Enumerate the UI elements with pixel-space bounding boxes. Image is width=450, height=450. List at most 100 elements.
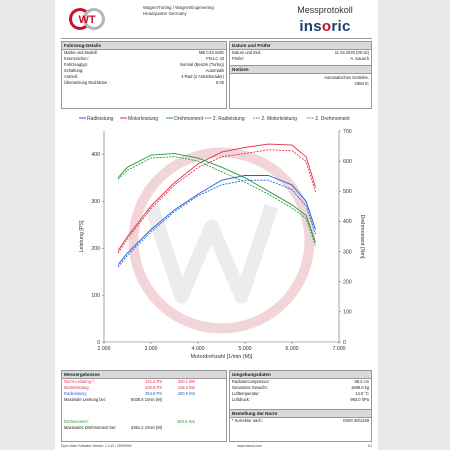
torque-result-v2 [162,425,195,431]
vehicle-details-rows: Marke und Modell: MB C43 AMG Kennzeichen: F… [62,50,226,87]
vehicle-detail-label: Fahrzeugtyp: [64,62,88,68]
test-details-title: Datum und Prüfer [230,42,371,50]
environment-value: 14.0 °C [355,391,369,397]
torque-result-row: Maximales Drehmoment bei: 3351.2 1/min (M… [62,425,226,431]
result-row: Maximale Leistung bei: 5035.5 1/min (M) [62,397,226,403]
norm-title: Bestellung der Norm [230,409,371,419]
x-axis-label: Motordrehzahl [1/min (M)] [191,354,253,360]
vehicle-detail-label: Schaltung: [64,68,84,74]
x-tick-label: 3.000 [145,346,158,352]
environment-title: Umgebungsdaten [230,371,371,379]
y-right-tick-label: 200 [343,280,352,286]
series-line [117,175,316,265]
brand-part-1: ins [299,18,322,35]
legend-label: 2. Radleistung [213,116,245,122]
header-line-1: WagnerTuning / WagnerEngineering [143,5,214,10]
x-tick-label: 6.000 [286,346,299,352]
header-title-block: Messprotokoll insoric [285,5,365,35]
result-v2: 318.3 kW [177,385,195,391]
vehicle-detail-value: Automatik [205,68,224,74]
torque-result-v2: 604.5 Nm [177,419,195,425]
y-right-tick-label: 600 [343,159,352,165]
legend-label: 2. Motorleistung [261,116,297,122]
result-k: Motorleistung: [64,385,90,391]
y-right-tick-label: 400 [343,219,352,225]
vehicle-detail-label: Übersetzung Rad:Motor : [64,80,110,86]
brand-part-2: o [321,18,332,35]
result-k: Norm-Leistung *: [64,379,95,384]
environment-label: Radiatorcompressor: [232,379,270,384]
test-detail-row: Datum und Zeit: 11.03.2020 (09:15) [230,50,371,56]
notes-line-2: OEM IC [354,81,369,87]
vehicle-detail-row: Antrieb: 4-Rad (2 Antriebsräder) [62,74,226,80]
footer-website: www.insoric.com [237,444,262,448]
environment-row: Lufttemperatur: 14.0 °C [230,391,371,397]
footer-page-number: 1/1 [367,444,372,448]
torque-result-v1: 3351.2 1/min (M) [131,425,162,431]
y-right-tick-label: 700 [343,129,352,135]
y-left-tick-label: 100 [91,293,100,299]
norm-rows: * Korrektur nach: EWG 80/1269 [230,418,371,424]
vehicle-detail-row: Marke und Modell: MB C43 AMG [62,50,226,56]
result-row: Norm-Leistung *: 421.5 PS 310.1 kW [62,379,226,385]
vehicle-details-section: Fahrzeug-Details Marke und Modell: MB C43… [61,41,227,109]
results-title: Messergebnisse [62,371,226,379]
y-right-tick-label: 100 [343,310,352,316]
y-left-axis-label: Leistung [PS] [79,220,85,253]
result-v1: 421.5 PS [145,379,162,384]
report-page: WT WagnerTuning / WagnerEngineering Head… [55,0,378,450]
series-line [117,156,316,246]
legend-label: 2. Drehmoment [315,116,350,122]
x-tick-label: 2.000 [98,346,111,352]
test-detail-value: 11.03.2020 (09:15) [334,50,369,55]
test-detail-value: A. Kausch [350,56,369,62]
y-left-tick-label: 0 [97,340,100,346]
environment-value: 68.2 cm [354,379,369,384]
series-line [117,179,316,268]
test-details-rows: Datum und Zeit: 11.03.2020 (09:15) Prüfer:… [230,50,371,62]
header-divider [61,38,372,39]
series-line [117,143,316,251]
result-v2: 310.1 kW [177,379,195,384]
test-detail-label: Datum und Zeit: [232,50,262,55]
environment-row: Gesamtes Gewicht: 1889.0 kg [230,385,371,391]
notes-text: Automatisches Getriebe, OEM IC [230,74,371,88]
environment-value: 1889.0 kg [351,385,369,391]
norm-label: * Korrektur nach: [232,418,263,424]
environment-value: 993.0 hPa [350,397,369,403]
y-left-tick-label: 400 [91,152,100,158]
vehicle-detail-row: Schaltung: Automatik [62,68,226,74]
y-left-tick-label: 300 [91,199,100,205]
series-line [117,149,316,254]
dyno-chart: 2.000 3.000 4.000 5.000 6.000 7.0000100200300… [79,116,365,360]
environment-section: Umgebungsdaten Radiatorcompressor: 68.2 c… [229,370,372,442]
test-details-section: Datum und Prüfer Datum und Zeit: 11.03.20… [229,41,372,109]
result-k: Maximale Leistung bei: [64,397,106,403]
vehicle-detail-value: 5.00 [216,80,224,86]
y-right-tick-label: 500 [343,189,352,195]
x-tick-label: 5.000 [239,346,252,352]
torque-rows: Drehmoment: 604.5 Nm Maximales Drehmoment … [62,419,226,431]
norm-value: EWG 80/1269 [343,418,369,424]
y-right-axis-label: Drehmoment [Nm] [359,214,365,259]
result-v2: 260.9 kW [177,391,195,397]
result-v1: 432.8 PS [145,385,162,391]
page-footer: Dyno Ware Software Version: 1.4.10 / 000… [61,444,372,448]
norm-row: * Korrektur nach: EWG 80/1269 [230,418,371,424]
series-line [117,153,316,243]
result-v2 [162,397,195,403]
result-v1: 5035.5 1/min (M) [131,397,162,403]
notes-line-1: Automatisches Getriebe, [324,75,369,81]
environment-row: Radiatorcompressor: 68.2 cm [230,379,371,385]
vehicle-detail-row: Übersetzung Rad:Motor : 5.00 [62,80,226,86]
legend-label: Motorleistung [128,116,158,122]
vehicle-detail-value: FN-LC 43 [206,56,224,62]
watermark-mark [144,204,279,304]
brand-logo: insoric [285,18,365,35]
header-line-2: Headquarter Germany [143,11,187,16]
brand-part-3: ric [331,18,351,35]
notes-title: Notizen [230,65,371,75]
environment-row: Luftdruck: 993.0 hPa [230,397,371,403]
footer-software: Dyno Ware Software Version: 1.4.10 / 000… [61,444,132,448]
vehicle-detail-value: Normal (Benzin (Turbo)) [180,62,224,68]
